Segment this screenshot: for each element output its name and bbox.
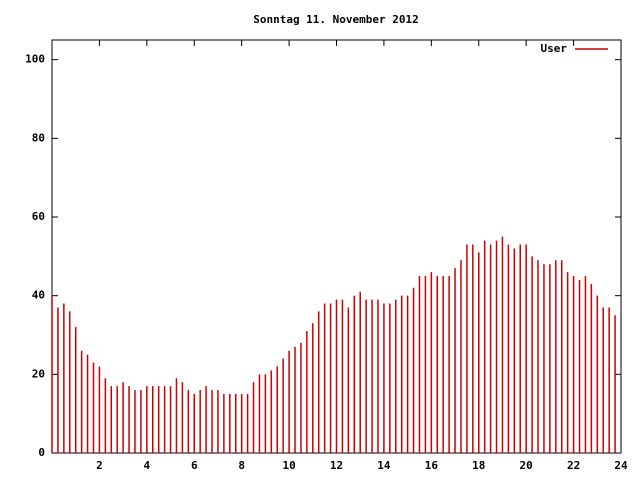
legend-label: User — [541, 42, 568, 55]
x-tick-label: 12 — [330, 459, 343, 472]
x-tick-label: 24 — [614, 459, 628, 472]
y-tick-label: 0 — [38, 446, 45, 459]
x-tick-label: 8 — [238, 459, 245, 472]
y-tick-label: 40 — [32, 289, 45, 302]
y-tick-label: 60 — [32, 210, 45, 223]
x-tick-label: 4 — [144, 459, 151, 472]
y-tick-label: 80 — [32, 131, 45, 144]
x-tick-label: 22 — [567, 459, 580, 472]
chart-title: Sonntag 11. November 2012 — [253, 13, 419, 26]
x-tick-label: 6 — [191, 459, 198, 472]
x-tick-label: 18 — [472, 459, 485, 472]
x-tick-label: 16 — [425, 459, 439, 472]
x-tick-label: 20 — [520, 459, 533, 472]
y-tick-label: 100 — [25, 53, 45, 66]
x-tick-label: 14 — [377, 459, 391, 472]
x-tick-label: 2 — [96, 459, 103, 472]
x-tick-label: 10 — [282, 459, 295, 472]
y-tick-label: 20 — [32, 367, 45, 380]
